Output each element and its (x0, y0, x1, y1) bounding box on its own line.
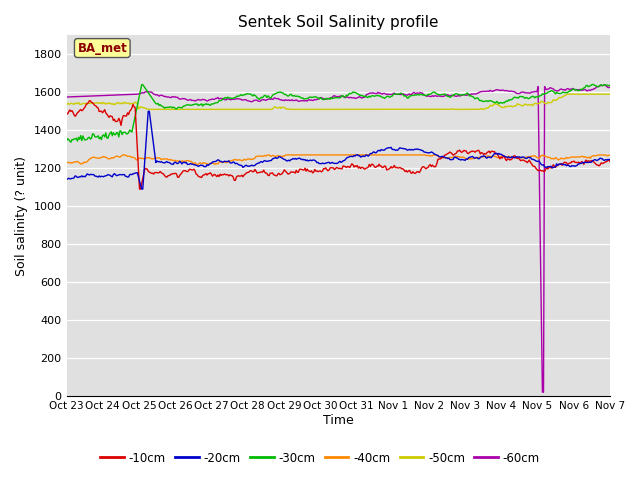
Y-axis label: Soil salinity (? unit): Soil salinity (? unit) (15, 156, 28, 276)
X-axis label: Time: Time (323, 414, 354, 427)
Legend: -10cm, -20cm, -30cm, -40cm, -50cm, -60cm: -10cm, -20cm, -30cm, -40cm, -50cm, -60cm (95, 447, 545, 469)
Title: Sentek Soil Salinity profile: Sentek Soil Salinity profile (238, 15, 438, 30)
Text: BA_met: BA_met (77, 42, 127, 55)
